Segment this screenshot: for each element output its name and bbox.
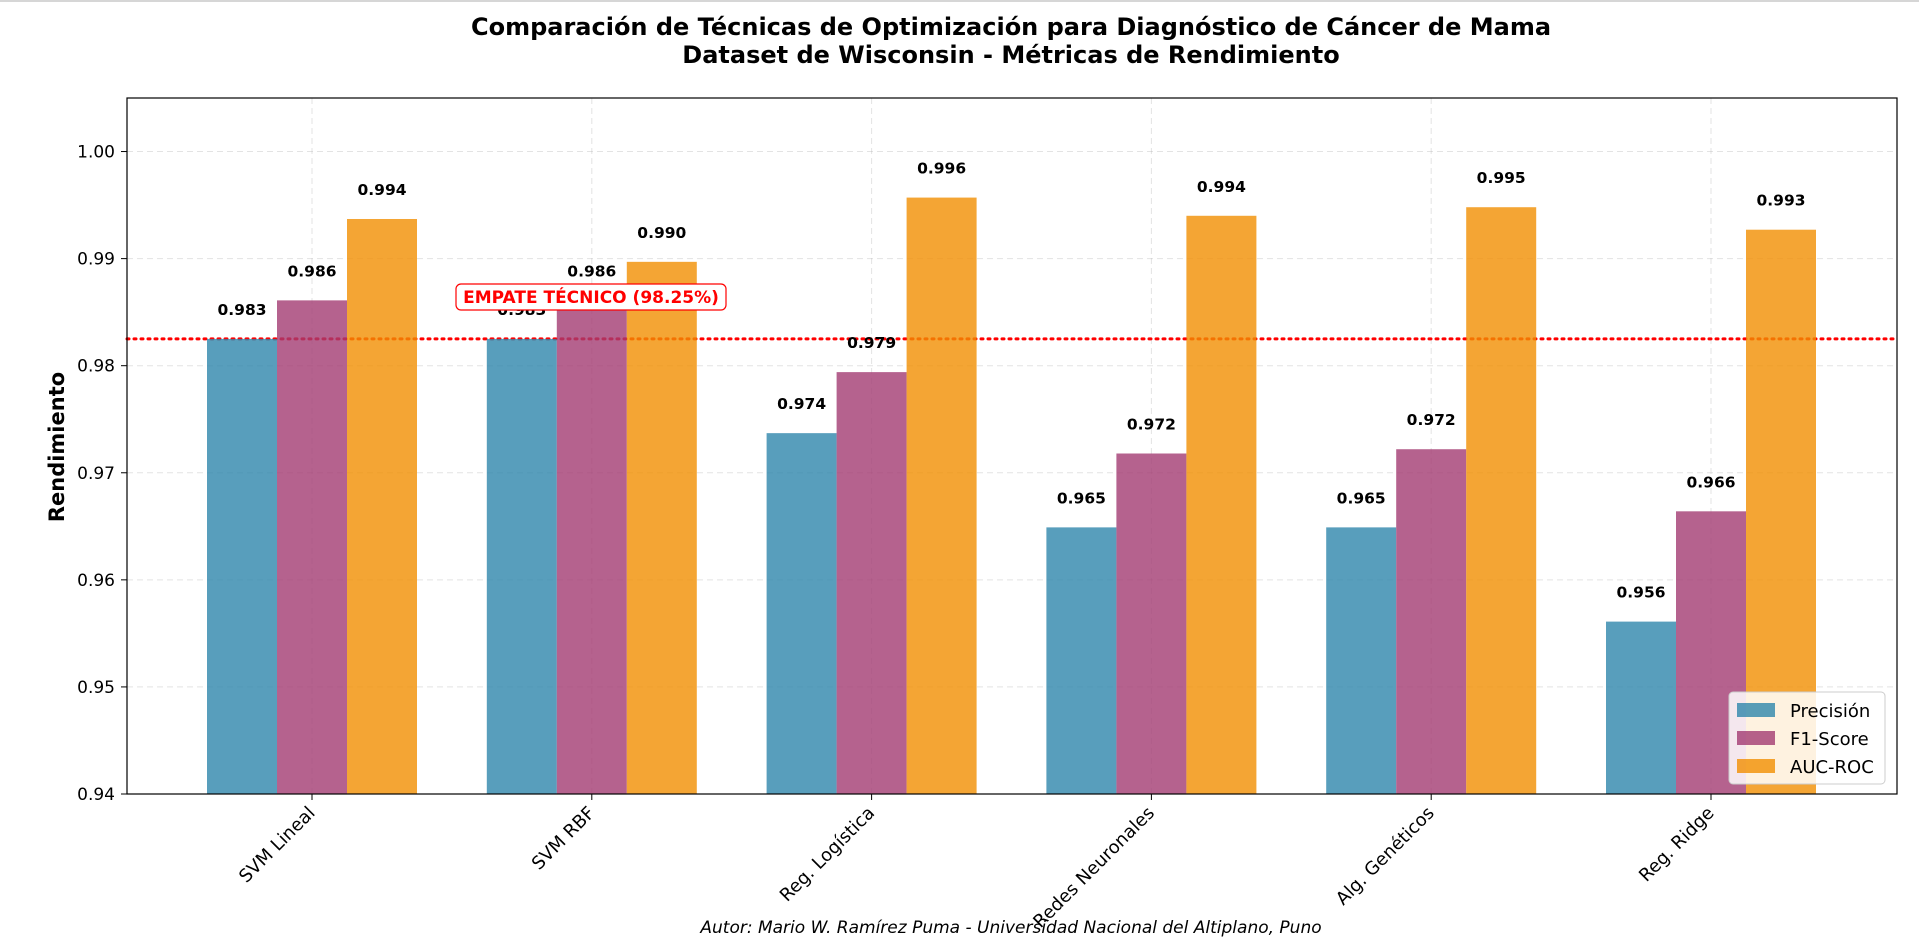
x-tick-label: SVM RBF: [528, 803, 600, 875]
y-tick-label: 0.95: [77, 678, 115, 698]
legend-label: F1-Score: [1790, 729, 1869, 750]
value-label: 0.983: [217, 301, 266, 319]
y-axis-label: Rendimiento: [45, 372, 69, 522]
bar-auc-roc: [347, 218, 417, 794]
bar-auc-roc: [626, 261, 697, 794]
x-tick-label: Alg. Genéticos: [1332, 803, 1439, 910]
bar-precisi-n: [486, 338, 557, 794]
bar-precisi-n: [1606, 621, 1676, 794]
legend-swatch: [1737, 731, 1775, 745]
bar-precisi-n: [1326, 527, 1397, 794]
legend: Precisión F1-Score AUC-ROC: [1728, 691, 1886, 785]
value-label: 0.956: [1616, 584, 1665, 602]
value-label: 0.966: [1686, 473, 1735, 491]
value-label: 0.965: [1337, 489, 1386, 507]
value-label: 0.995: [1477, 169, 1526, 187]
bar-auc-roc: [906, 197, 977, 794]
y-tick-label: 0.99: [77, 250, 115, 270]
value-label: 0.986: [287, 262, 336, 280]
value-label: 0.972: [1127, 415, 1176, 433]
x-axis-ticks: SVM Lineal SVM RBF Reg. Logística Redes Neu…: [235, 794, 1719, 932]
value-label: 0.972: [1407, 411, 1456, 429]
bar-precisi-n: [766, 433, 837, 794]
bar-auc-roc: [1186, 215, 1257, 795]
y-tick-label: 0.94: [77, 785, 115, 805]
chart-title: Comparación de Técnicas de Optimización …: [471, 13, 1551, 41]
bar-precisi-n: [1046, 527, 1117, 794]
value-label: 0.994: [357, 181, 406, 199]
value-label: 0.990: [637, 224, 686, 242]
bar-f1-score: [277, 300, 347, 794]
legend-label: Precisión: [1790, 701, 1870, 722]
value-label: 0.965: [1057, 489, 1106, 507]
x-tick-label: Reg. Ridge: [1635, 803, 1718, 886]
y-tick-label: 0.97: [77, 464, 115, 484]
value-label: 0.974: [777, 395, 826, 413]
y-tick-label: 1.00: [77, 143, 115, 163]
x-tick-label: Reg. Logística: [776, 803, 879, 906]
legend-swatch: [1737, 759, 1775, 773]
legend-label: AUC-ROC: [1790, 757, 1874, 778]
bar-auc-roc: [1466, 207, 1537, 795]
bars: [207, 197, 1816, 795]
value-label: 0.986: [567, 262, 616, 280]
y-axis-ticks: 0.94 0.95 0.96 0.97 0.98 0.99 1.00: [77, 143, 127, 805]
value-label: 0.979: [847, 334, 896, 352]
legend-swatch: [1737, 703, 1775, 717]
annotation-text: EMPATE TÉCNICO (98.25%): [463, 286, 719, 308]
x-tick-label: SVM Lineal: [235, 803, 320, 888]
y-tick-label: 0.98: [77, 357, 115, 377]
value-label: 0.994: [1197, 178, 1246, 196]
value-label: 0.996: [917, 160, 966, 178]
y-tick-label: 0.96: [77, 571, 115, 591]
plot-frame: [126, 97, 1898, 795]
bar-f1-score: [1396, 449, 1467, 794]
bar-f1-score: [1116, 453, 1187, 794]
bar-f1-score: [836, 372, 907, 794]
top-border: [0, 0, 1919, 2]
bar-precisi-n: [207, 338, 277, 794]
author-footer: Autor: Mario W. Ramírez Puma - Universid…: [699, 918, 1321, 938]
annotation-background: [455, 283, 727, 311]
bar-f1-score: [556, 300, 627, 794]
annotation-box: EMPATE TÉCNICO (98.25%): [455, 283, 727, 311]
value-labels: 0.9830.9830.9740.9650.9650.9560.9860.986…: [217, 160, 1805, 602]
value-label: 0.993: [1756, 192, 1805, 210]
chart-subtitle: Dataset de Wisconsin - Métricas de Rendi…: [682, 41, 1339, 69]
x-tick-label: Redes Neuronales: [1029, 803, 1159, 933]
